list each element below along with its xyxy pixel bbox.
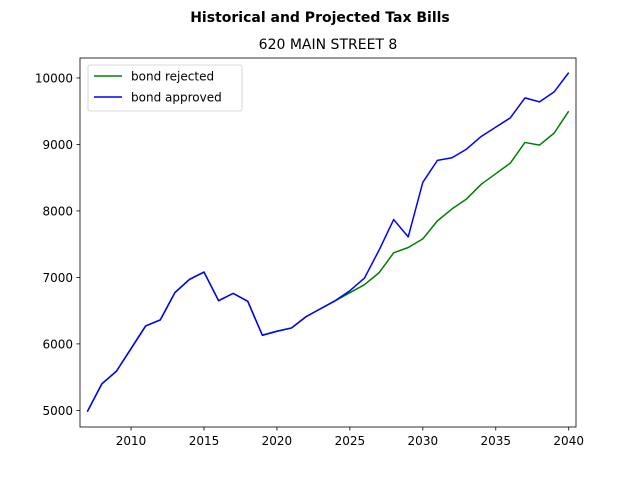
x-tick-label: 2040 — [553, 434, 584, 448]
y-tick-label: 8000 — [42, 204, 73, 218]
chart-subtitle: 620 MAIN STREET 8 — [259, 37, 398, 53]
legend-box — [87, 64, 243, 112]
y-tick-label: 6000 — [42, 337, 73, 351]
legend: bond rejected bond approved — [87, 64, 243, 112]
x-tick-label: 2020 — [262, 434, 293, 448]
y-tick-label: 10000 — [35, 71, 73, 85]
plot-lines — [86, 72, 570, 413]
series-line-1 — [86, 72, 570, 413]
axes: 2010 2015 2020 2025 2030 2035 2040 5000 6000 7000… — [35, 57, 584, 448]
y-tick-label: 7000 — [42, 271, 73, 285]
legend-label-0: bond rejected — [131, 70, 214, 84]
x-tick-label: 2010 — [116, 434, 147, 448]
x-tick-label: 2015 — [189, 434, 220, 448]
chart-title: Historical and Projected Tax Bills — [190, 10, 450, 26]
y-tick-label: 5000 — [42, 404, 73, 418]
x-tick-label: 2025 — [335, 434, 366, 448]
series-line-0 — [86, 110, 570, 413]
y-tick-label: 9000 — [42, 138, 73, 152]
axes-frame — [79, 57, 577, 428]
legend-label-1: bond approved — [131, 91, 222, 105]
x-tick-label: 2030 — [408, 434, 439, 448]
x-tick-label: 2035 — [480, 434, 511, 448]
